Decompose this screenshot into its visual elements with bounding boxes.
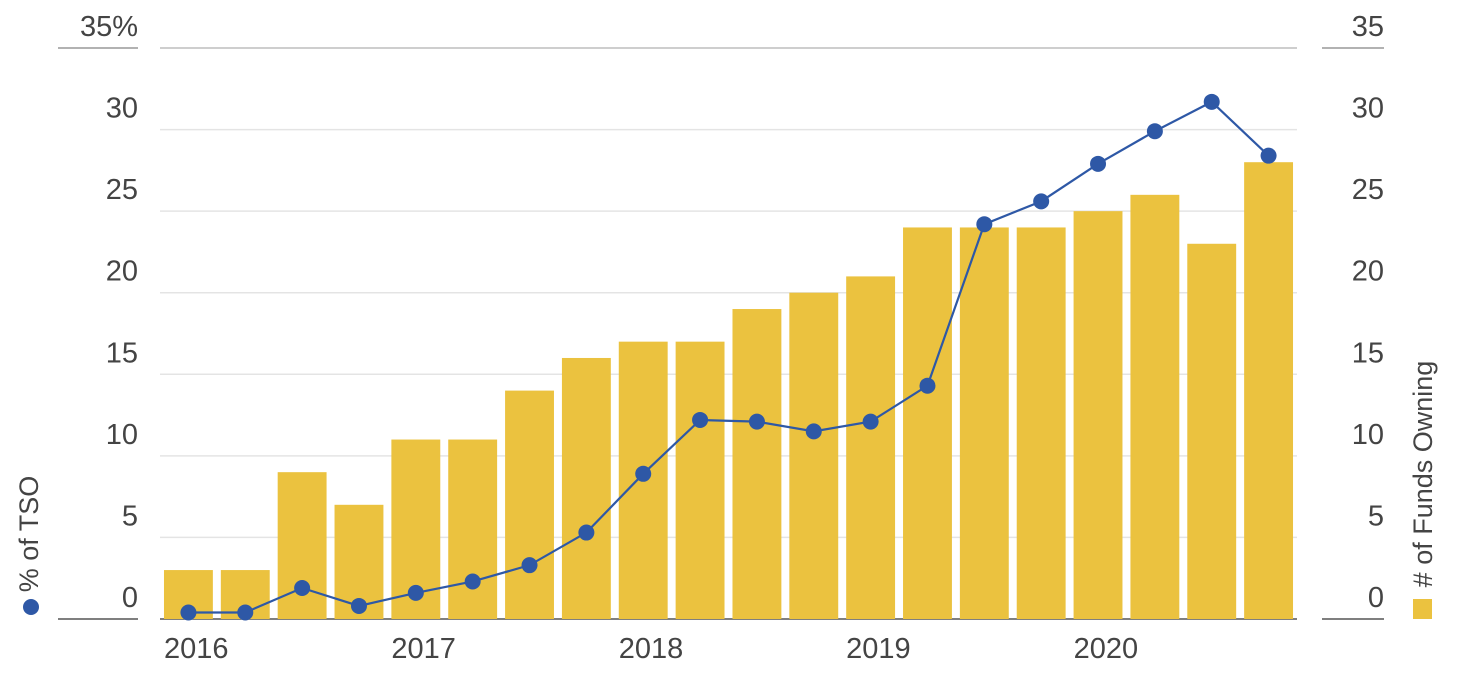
bar — [561, 357, 611, 619]
line-point — [862, 413, 879, 430]
left-tick-label: 0 — [122, 582, 138, 614]
bar — [903, 227, 952, 619]
right-tick-label: 10 — [1352, 419, 1384, 451]
line-point — [350, 597, 367, 614]
left-axis-ticks: 0 5 10 15 20 25 30 35% — [80, 11, 138, 614]
line-series-pct-tso — [180, 93, 1277, 621]
line-point — [294, 580, 311, 597]
line-point — [1033, 193, 1050, 210]
x-tick-label: 2017 — [391, 633, 456, 665]
line-point — [919, 377, 936, 394]
bar — [789, 292, 839, 619]
line-point — [1146, 123, 1163, 140]
bar — [1187, 243, 1237, 619]
right-tick-label: 0 — [1368, 582, 1384, 614]
right-tick-label: 15 — [1352, 337, 1384, 369]
line-point — [748, 413, 765, 430]
bar — [1016, 227, 1066, 619]
bar — [675, 341, 725, 619]
bar — [1073, 211, 1123, 619]
right-tick-label: 20 — [1352, 256, 1384, 288]
line-path — [188, 100, 1270, 614]
gridlines — [160, 47, 1297, 539]
left-tick-label: 25 — [106, 174, 138, 206]
line-point — [635, 465, 652, 482]
right-legend-marker — [1413, 599, 1432, 619]
bar — [732, 309, 782, 619]
line-point — [180, 604, 197, 621]
line-point — [578, 524, 595, 541]
right-tick-label: 30 — [1352, 93, 1384, 125]
bar — [277, 472, 327, 619]
bar — [505, 390, 554, 619]
right-tick-label: 25 — [1352, 174, 1384, 206]
line-point — [1203, 93, 1220, 110]
line-point — [407, 584, 424, 601]
line-point — [237, 604, 254, 621]
line-point — [1260, 147, 1277, 164]
line-point — [805, 423, 822, 440]
left-legend-marker — [23, 599, 39, 615]
line-point — [692, 411, 709, 428]
line-point — [521, 557, 538, 574]
x-tick-label: 2019 — [846, 633, 911, 665]
x-tick-label: 2016 — [164, 633, 229, 665]
bar — [959, 227, 1009, 619]
left-tick-label: 20 — [106, 256, 138, 288]
bar — [448, 439, 498, 619]
bar — [1244, 162, 1294, 619]
bar — [1130, 194, 1180, 620]
bar — [846, 276, 896, 619]
right-axis-title: # of Funds Owning — [1408, 361, 1438, 588]
right-tick-label: 35 — [1352, 11, 1384, 43]
left-tick-label: 10 — [106, 419, 138, 451]
x-tick-label: 2018 — [619, 633, 684, 665]
left-tick-label: 30 — [106, 93, 138, 125]
left-tick-label: 15 — [106, 337, 138, 369]
line-point — [464, 573, 481, 590]
left-axis-title: % of TSO — [14, 476, 44, 593]
bar-series-funds-owning — [163, 162, 1294, 620]
right-axis-ticks: 0 5 10 15 20 25 30 35 — [1352, 11, 1384, 614]
line-point — [976, 216, 993, 233]
x-tick-label: 2020 — [1074, 633, 1139, 665]
right-tick-label: 5 — [1368, 500, 1384, 532]
left-tick-label: 35% — [80, 11, 138, 43]
line-point — [1090, 155, 1107, 172]
x-axis-ticks: 2016 2017 2018 2019 2020 — [164, 633, 1138, 665]
left-tick-label: 5 — [122, 500, 138, 532]
